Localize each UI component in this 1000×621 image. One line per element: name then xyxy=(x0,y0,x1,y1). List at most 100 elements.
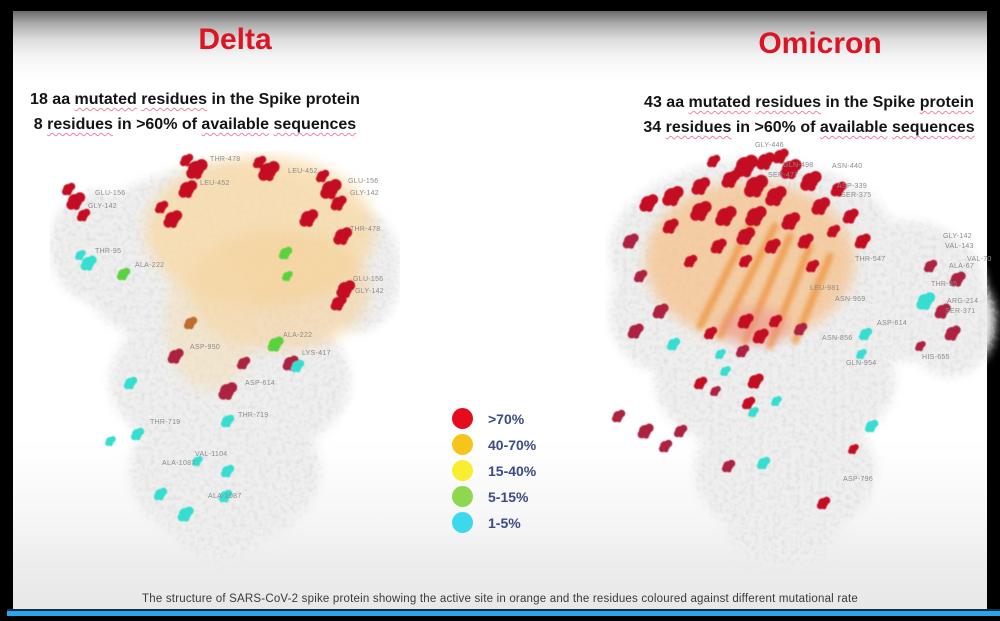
residue-label: VAL-70 xyxy=(967,256,992,263)
residue-label: GLY-142 xyxy=(943,233,972,240)
residue-blob-red xyxy=(738,254,753,268)
residue-blob-red xyxy=(745,206,767,227)
residue-blob-red xyxy=(765,186,787,207)
residue-label: ALA-222 xyxy=(135,262,164,269)
residue-label: THR-547 xyxy=(855,256,886,263)
headline-word: sequences xyxy=(891,119,975,136)
residue-label: ASP-614 xyxy=(245,380,275,387)
residue-blob-red xyxy=(683,254,698,268)
residue-blob-red xyxy=(744,174,769,198)
headline-word: available xyxy=(201,116,270,133)
residue-blob-crim xyxy=(949,271,966,287)
legend-label: >70% xyxy=(488,410,525,427)
headline-word: mutated xyxy=(688,94,751,111)
residue-label: GLN-498 xyxy=(783,162,814,169)
residue-blob-green xyxy=(116,267,131,281)
residue-blob-red xyxy=(639,194,659,212)
residue-blob-cyan xyxy=(218,489,233,503)
residue-label: THR-719 xyxy=(238,412,269,419)
residue-blob-cyan xyxy=(220,414,235,428)
residue-blob-red xyxy=(805,259,820,273)
residue-blob-red xyxy=(734,154,759,178)
residue-blob-red xyxy=(662,186,684,207)
residue-blob-red xyxy=(797,233,814,249)
headline-word: in >60% of xyxy=(112,116,202,133)
legend-label: 5-15% xyxy=(488,488,529,505)
mutation-rate-legend: >70% 40-70% 15-40% 5-15% 1-5% xyxy=(452,408,536,533)
residue-blob-red xyxy=(154,200,169,214)
residue-blob-red xyxy=(179,153,194,167)
residue-label: ASN-856 xyxy=(822,335,853,342)
residue-blob-cyan xyxy=(771,396,782,407)
legend-item: 40-70% xyxy=(452,434,536,455)
residue-blob-red xyxy=(315,169,330,183)
residue-blob-red xyxy=(826,224,841,238)
residue-blob-red xyxy=(741,396,756,410)
residue-label: THR-478 xyxy=(350,226,381,233)
residue-label: GLY-446 xyxy=(755,142,784,149)
headline-word: available xyxy=(819,119,888,136)
residue-blob-crim xyxy=(611,409,626,423)
residue-blob-red xyxy=(848,444,859,455)
residue-blob-red xyxy=(336,280,356,298)
residue-blob-cyan xyxy=(123,376,138,390)
omicron-spike-structure: GLY-446 GLN-498 ASN-440 SER-477 ASP-339 SER-3… xyxy=(610,142,995,566)
legend-label: 1-5% xyxy=(488,514,521,531)
residue-blob-red xyxy=(703,326,718,340)
residue-label: GLY-142 xyxy=(350,190,379,197)
residue-blob-cyan xyxy=(290,359,305,373)
residue-blob-crim xyxy=(658,439,673,453)
divider-line xyxy=(7,609,1000,611)
residue-label: SER-477 xyxy=(768,172,799,179)
residue-blob-crim xyxy=(673,424,688,438)
residue-label: GLY-142 xyxy=(88,203,117,210)
headline-word: sequences xyxy=(273,116,357,133)
residue-label: THR-95 xyxy=(931,281,957,288)
residue-label: VAL-143 xyxy=(945,243,974,250)
legend-label: 15-40% xyxy=(488,462,537,479)
residue-blob-cyan xyxy=(856,349,867,360)
residue-blob-red xyxy=(842,208,859,224)
residue-blob-red xyxy=(76,208,91,222)
residue-blob-cyan xyxy=(864,419,879,433)
residue-blob-crim xyxy=(944,325,961,341)
residue-blob-red xyxy=(768,314,783,328)
residue-blob-crim xyxy=(915,341,926,352)
residue-label: ASP-614 xyxy=(877,320,907,327)
residue-blob-red xyxy=(756,152,776,170)
residue-blob-red xyxy=(747,373,764,389)
residue-blob-cyan xyxy=(153,487,168,501)
residue-blob-crim xyxy=(637,423,654,439)
residue-label: ALA-222 xyxy=(283,332,312,339)
headline-word: residues xyxy=(141,91,208,108)
residue-blob-crim xyxy=(710,386,721,397)
residue-blob-cyan xyxy=(130,427,145,441)
residue-label: GLU-156 xyxy=(95,190,126,197)
residue-blob-red xyxy=(333,227,353,245)
residue-blob-cyan xyxy=(715,349,726,360)
residue-blob-green xyxy=(282,271,293,282)
residue-blob-red xyxy=(752,328,769,344)
residue-blob-cyan xyxy=(666,337,681,351)
headline-word: 43 aa xyxy=(644,94,689,111)
residue-blob-green xyxy=(267,336,284,352)
residue-blob-red xyxy=(736,227,756,245)
delta-title: Delta xyxy=(198,23,272,56)
residue-blob-red xyxy=(330,295,347,311)
residue-blob-red xyxy=(737,313,754,329)
figure-caption: The structure of SARS-CoV-2 spike protei… xyxy=(142,593,858,605)
delta-spike-structure: GLU-156 GLY-142 THR-478 LEU-452 LEU-452 GLU-1… xyxy=(50,153,400,559)
residue-blob-red xyxy=(330,195,347,211)
residue-blob-cyan xyxy=(192,456,203,467)
headline-word: in the Spike xyxy=(821,94,920,111)
residue-blob-crim xyxy=(721,459,736,473)
residue-label: ALA-1087 xyxy=(208,493,242,500)
residue-blob-cyan xyxy=(75,250,86,261)
residue-label: THR-719 xyxy=(150,419,181,426)
headline-word: protein xyxy=(919,94,974,111)
residue-blob-cyan xyxy=(916,292,936,310)
residue-blob-red xyxy=(178,180,198,198)
residue-blob-cyan xyxy=(720,366,731,377)
residue-label: ASP-339 xyxy=(837,183,867,190)
